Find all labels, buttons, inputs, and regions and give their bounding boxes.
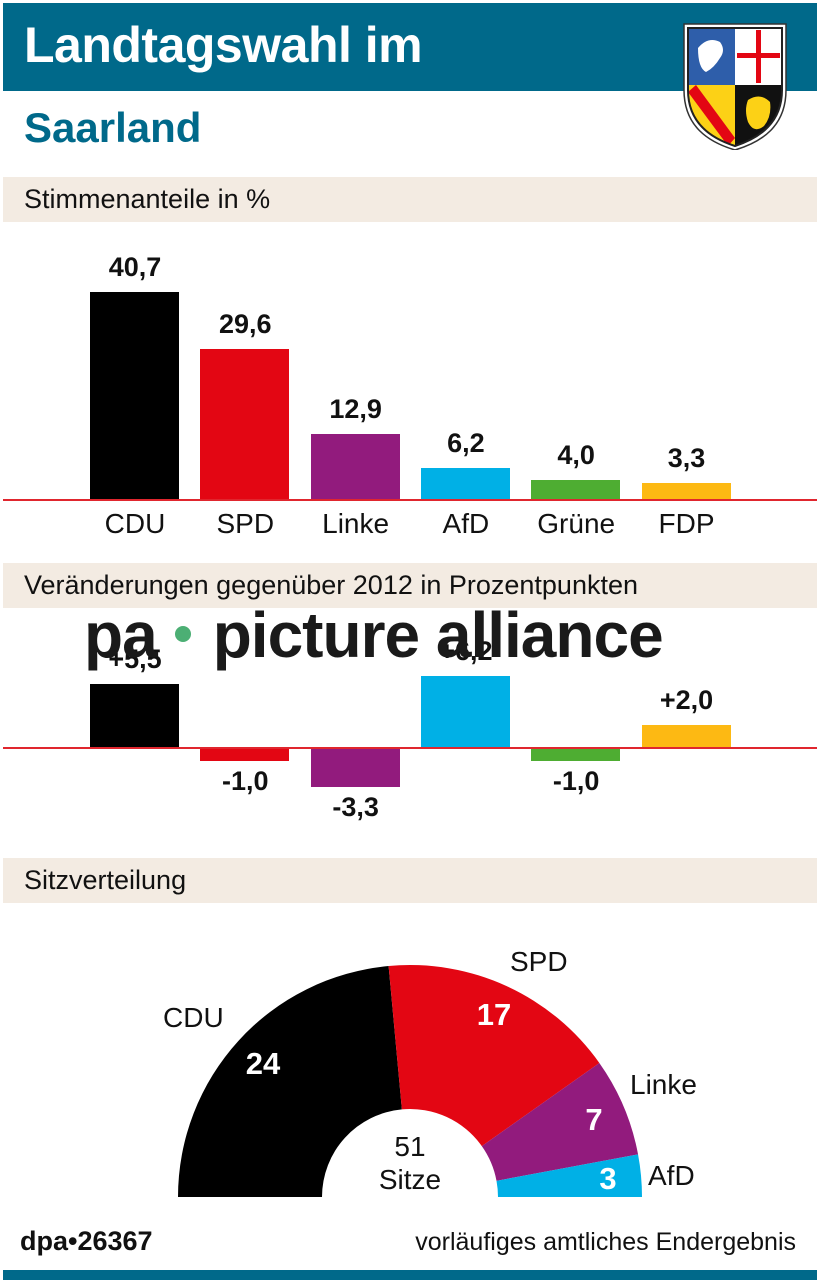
category-label: SPD: [216, 508, 275, 539]
bar-value-label: 6,2: [447, 428, 485, 459]
bar-value-label: 3,3: [667, 443, 706, 474]
seat-segment-afd: [496, 1154, 642, 1197]
bar-value-label: 29,6: [219, 308, 272, 339]
page-title: Landtagswahl im: [24, 17, 423, 73]
bar-fdp: [641, 724, 731, 748]
bar-value-label: +6,2: [439, 636, 493, 667]
section-header-votes: [3, 177, 817, 222]
section-header-changes: [3, 563, 817, 608]
bar-value-label: -1,0: [552, 765, 600, 796]
bar-cdu: [90, 684, 179, 748]
seat-total-unit: Sitze: [378, 1164, 442, 1195]
seat-segment-spd: [388, 965, 600, 1147]
watermark: pa picture alliance: [84, 599, 664, 671]
bar-value-label: +5,5: [108, 644, 162, 675]
change-bar-chart: +5,5 -1,0 -3,3 +6,2 -1,0 +2,0: [90, 636, 731, 823]
section-title-seats: Sitzverteilung: [24, 865, 187, 895]
seat-count-afd: 3: [599, 1161, 617, 1196]
category-label: Grüne: [537, 508, 616, 539]
bar-value-label: 12,9: [329, 394, 382, 425]
bar-value-label: +2,0: [659, 684, 714, 715]
category-label: CDU: [104, 508, 166, 539]
seat-segment-linke: [481, 1062, 639, 1181]
seat-total-number: 51: [394, 1131, 426, 1162]
saarland-coat-of-arms-icon: [683, 23, 787, 150]
seat-segment-cdu: [178, 965, 402, 1197]
watermark-dot-icon: [174, 626, 191, 643]
bar-spd: [200, 749, 290, 761]
result-note: vorläufiges amtliches Endergebnis: [415, 1228, 796, 1256]
section-title-changes: Veränderungen gegenüber 2012 in Prozentp…: [24, 570, 638, 600]
section-title-votes: Stimmenanteile in %: [24, 184, 271, 214]
page-subtitle: Saarland: [24, 104, 202, 151]
vote-share-bar-chart: 40,7 CDU 29,6 SPD 12,9 Linke 6,2 AfD 4,0 Grüne 3,3…: [0, 0, 820, 560]
watermark-pa: pa: [84, 599, 158, 671]
change-chart-baseline: [3, 747, 817, 749]
footer-bar: [3, 1270, 817, 1280]
bar-fdp: [641, 483, 731, 500]
bar-linke: [310, 434, 400, 500]
bar-value-label: 40,7: [108, 252, 162, 283]
seat-label-afd: AfD: [648, 1160, 695, 1191]
title-bar: [3, 3, 817, 91]
seat-label-spd: SPD: [510, 946, 568, 977]
seat-label-cdu: CDU: [163, 1002, 224, 1033]
seat-count-cdu: 24: [245, 1046, 281, 1081]
source-credit: dpa•26367: [20, 1226, 153, 1256]
bar-value-label: -1,0: [222, 765, 269, 796]
bar-spd: [200, 348, 290, 500]
bar-grüne: [531, 749, 621, 761]
seat-total-label: 51 Sitze: [360, 1130, 460, 1196]
section-header-seats: [3, 858, 817, 903]
bar-afd: [420, 676, 510, 748]
vote-chart-baseline: [3, 499, 817, 501]
bar-grüne: [531, 479, 621, 500]
watermark-picture-alliance: picture alliance: [212, 599, 664, 671]
category-label: Linke: [322, 508, 390, 539]
bar-cdu: [90, 292, 179, 500]
bar-value-label: -3,3: [332, 792, 379, 823]
category-label: AfD: [442, 508, 490, 539]
category-label: FDP: [658, 508, 715, 539]
bar-linke: [310, 749, 400, 788]
seat-count-linke: 7: [585, 1102, 603, 1137]
bar-value-label: 4,0: [557, 439, 595, 470]
bar-afd: [420, 468, 510, 500]
seat-label-linke: Linke: [630, 1069, 697, 1100]
seat-count-spd: 17: [476, 997, 512, 1032]
